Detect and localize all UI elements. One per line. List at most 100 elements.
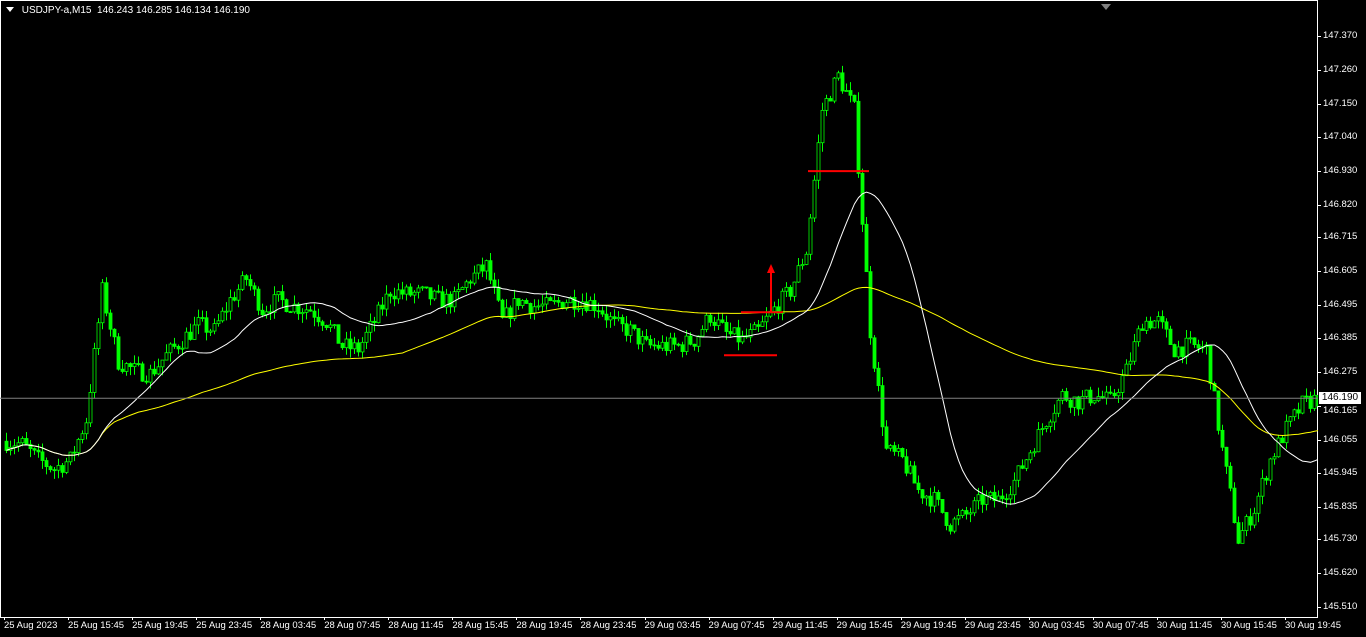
time-tick-mark xyxy=(772,617,774,620)
candle-body xyxy=(484,260,489,272)
candle-body xyxy=(732,327,737,335)
candle-body xyxy=(500,299,505,318)
candle-body xyxy=(708,314,713,323)
candle-body xyxy=(876,367,881,387)
candle-body xyxy=(148,368,153,383)
price-plot[interactable] xyxy=(0,0,1318,618)
high-value: 146.285 xyxy=(135,5,173,16)
price-tick-label: 146.385 xyxy=(1323,332,1358,344)
candle-body xyxy=(844,90,849,92)
candle-body xyxy=(512,298,517,319)
candle-body xyxy=(64,461,69,473)
price-tick-mark xyxy=(1318,204,1321,206)
time-tick-label: 30 Aug 07:45 xyxy=(1092,620,1149,631)
candle-body xyxy=(836,72,841,79)
candle-body xyxy=(168,343,173,354)
candle-body xyxy=(328,324,333,328)
price-tick-label: 146.930 xyxy=(1323,165,1358,177)
candle-body xyxy=(464,281,469,288)
candle-body xyxy=(220,310,225,322)
candle-body xyxy=(820,109,825,144)
slow-moving-average-line xyxy=(6,286,1318,456)
candle-body xyxy=(832,77,837,102)
price-tick-label: 146.275 xyxy=(1323,366,1358,378)
price-tick-label: 145.730 xyxy=(1323,533,1358,545)
price-tick-mark xyxy=(1318,539,1321,541)
candle-body xyxy=(480,264,485,272)
candle-body xyxy=(944,512,949,526)
time-tick-label: 28 Aug 07:45 xyxy=(324,620,381,631)
candle-body xyxy=(704,314,709,330)
candle-body xyxy=(1024,459,1029,469)
candle-body xyxy=(1232,487,1237,524)
candle-body xyxy=(600,310,605,315)
candle-body xyxy=(736,327,741,343)
candle-body xyxy=(208,330,213,333)
candle-body xyxy=(1172,344,1177,358)
candle-body xyxy=(956,515,961,520)
candle-body xyxy=(100,282,105,324)
candle-body xyxy=(672,337,677,345)
candle-body xyxy=(1164,321,1169,330)
candle-body xyxy=(984,495,989,505)
candle-body xyxy=(316,316,321,323)
chart-shift-marker-icon[interactable] xyxy=(1101,4,1111,10)
candle-body xyxy=(372,320,377,324)
candle-body xyxy=(952,518,957,532)
candle-body xyxy=(644,336,649,340)
candle-body xyxy=(1276,437,1281,458)
candle-body xyxy=(1132,341,1137,362)
candle-body xyxy=(212,323,217,332)
candle-body xyxy=(180,347,185,350)
dropdown-triangle-icon[interactable] xyxy=(6,7,14,12)
candle-body xyxy=(872,337,877,369)
candle-body xyxy=(916,482,921,490)
candle-body xyxy=(156,366,161,375)
candle-body xyxy=(988,491,993,497)
price-tick-label: 147.040 xyxy=(1323,131,1358,143)
candle-body xyxy=(728,331,733,335)
candle-body xyxy=(40,451,45,461)
candle-body xyxy=(1252,512,1257,526)
candle-body xyxy=(432,290,437,300)
candle-body xyxy=(1212,383,1217,392)
candle-body xyxy=(368,320,373,333)
candle-body xyxy=(564,302,569,309)
price-tick-label: 146.605 xyxy=(1323,264,1358,276)
price-tick-label: 147.370 xyxy=(1323,30,1358,41)
candle-body xyxy=(216,320,221,324)
candle-body xyxy=(664,341,669,351)
candle-body xyxy=(1028,452,1033,461)
candle-body xyxy=(92,348,97,393)
candle-body xyxy=(896,448,901,452)
candle-body xyxy=(140,363,145,382)
candle-body xyxy=(656,344,661,349)
time-tick-mark xyxy=(452,617,454,620)
candle-body xyxy=(1312,394,1317,409)
candle-body xyxy=(1040,428,1045,430)
price-tick-label: 146.055 xyxy=(1323,433,1358,445)
time-tick-label: 25 Aug 19:45 xyxy=(132,620,189,631)
candle-body xyxy=(352,342,357,350)
candle-body xyxy=(452,291,457,308)
price-tick-label: 145.945 xyxy=(1323,467,1358,479)
candle-body xyxy=(136,363,141,365)
candle-body xyxy=(324,324,329,328)
candle-body xyxy=(752,324,757,330)
candle-body xyxy=(940,499,945,513)
candle-body xyxy=(1080,396,1085,410)
candle-body xyxy=(1064,391,1069,401)
time-tick-mark xyxy=(132,617,134,620)
candle-body xyxy=(1036,429,1041,453)
price-tick-label: 145.620 xyxy=(1323,567,1358,579)
time-tick-mark xyxy=(964,617,966,620)
time-tick-mark xyxy=(260,617,262,620)
candle-body xyxy=(1316,394,1318,407)
candle-body xyxy=(1100,396,1105,399)
candle-body xyxy=(488,260,493,281)
candle-body xyxy=(476,264,481,274)
candle-body xyxy=(456,289,461,293)
candle-body xyxy=(492,279,497,288)
candle-body xyxy=(1152,320,1157,329)
